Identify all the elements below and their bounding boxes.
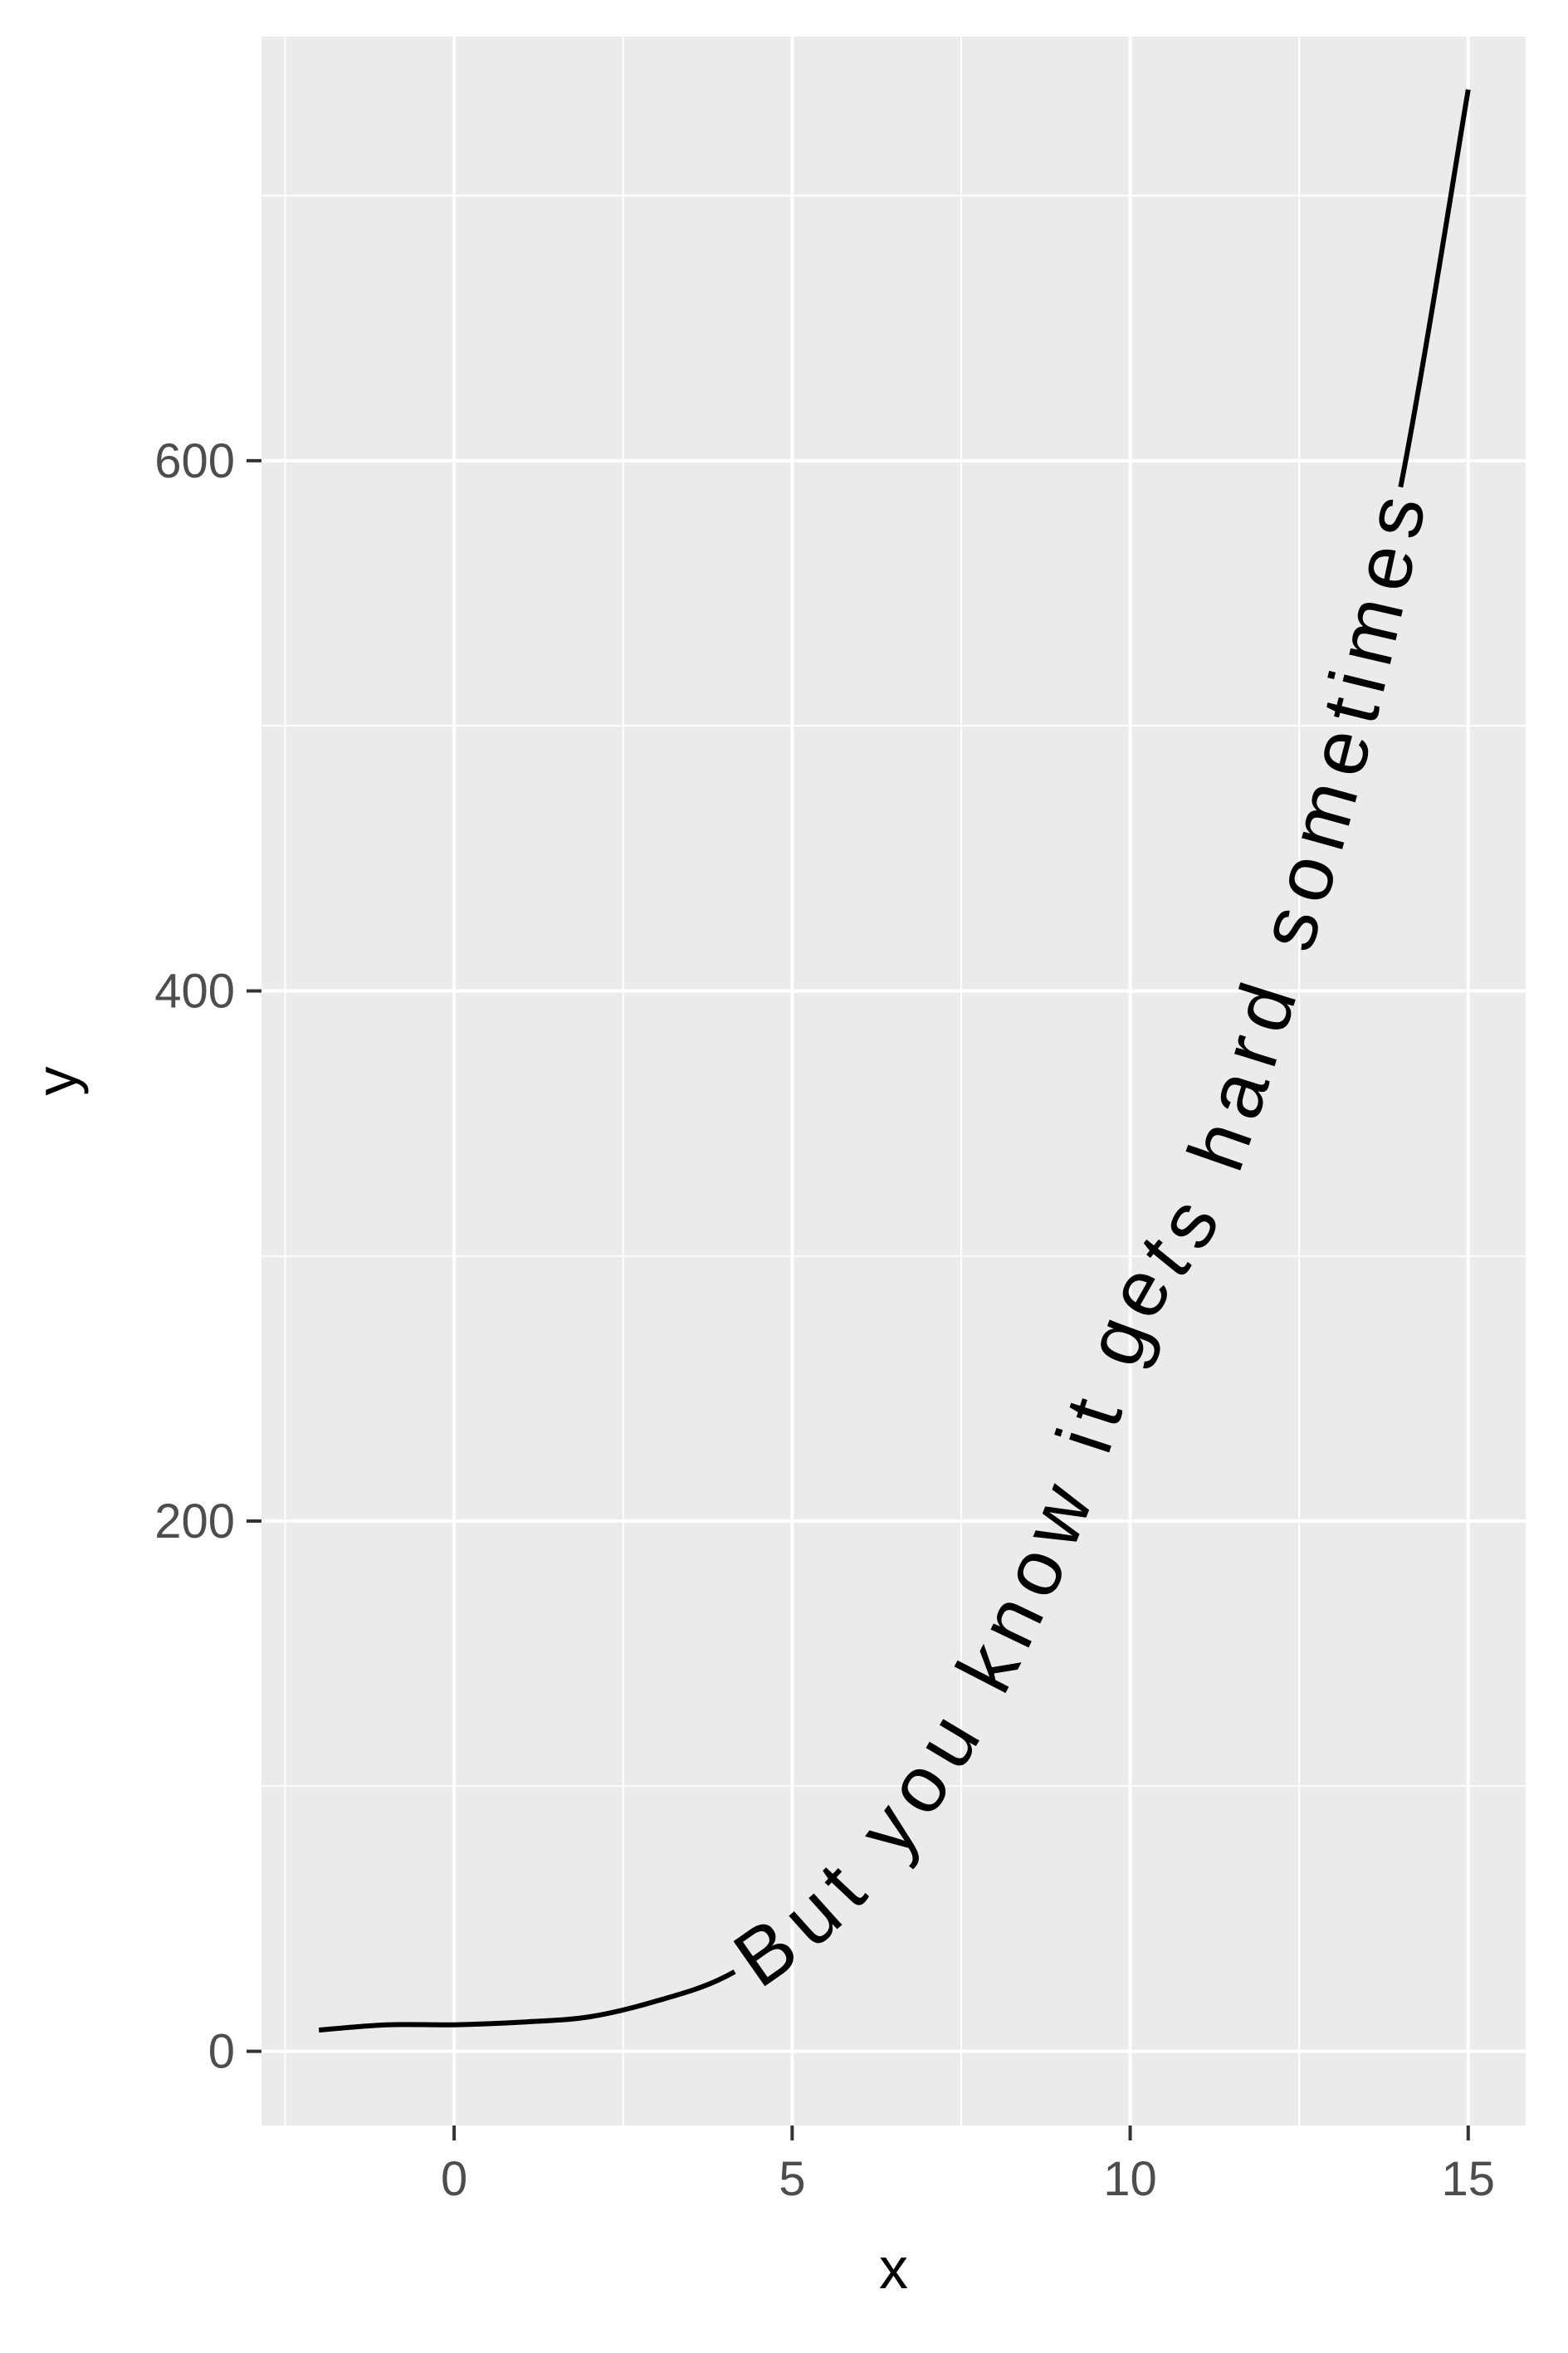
x-tick-label: 15 xyxy=(1442,2152,1496,2206)
plot-panel xyxy=(261,37,1526,2126)
y-tick-label: 0 xyxy=(208,2025,235,2079)
axis-ticks xyxy=(247,458,1470,2140)
y-axis-label: y xyxy=(24,1067,89,1096)
major-gridlines xyxy=(261,37,1526,2126)
y-tick-label: 200 xyxy=(154,1494,235,1548)
x-tick-label: 10 xyxy=(1103,2152,1157,2206)
x-tick-label: 0 xyxy=(441,2152,467,2206)
series-line xyxy=(318,89,1471,2033)
x-tick-label: 5 xyxy=(779,2152,805,2206)
minor-gridlines xyxy=(261,37,1526,2126)
x-axis-label: x xyxy=(879,2236,908,2301)
y-tick-label: 400 xyxy=(154,964,235,1018)
tick-labels: 0 5 10 15 0 200 400 600 xyxy=(154,434,1495,2206)
y-tick-label: 600 xyxy=(154,434,235,488)
